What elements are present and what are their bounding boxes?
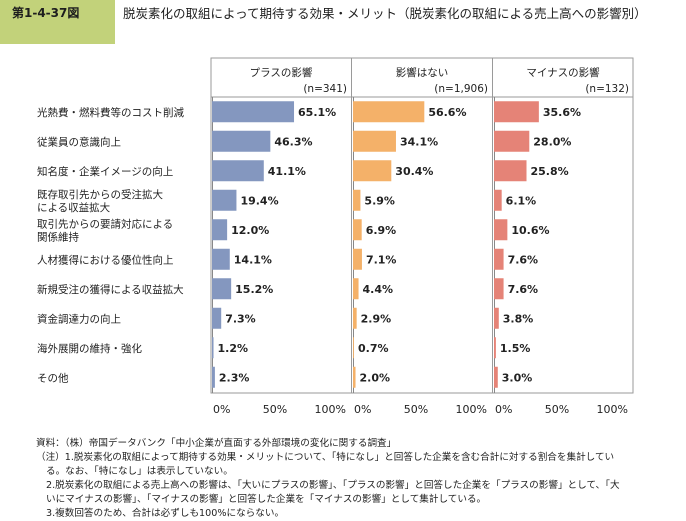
data-label-s2-c4: 10.6% <box>511 224 549 237</box>
bar-s2-c5 <box>494 248 504 270</box>
note-source: 資料：（株）帝国データバンク「中小企業が直面する外部環境の変化に関する調査」 <box>36 438 397 449</box>
bar-s1-c5 <box>353 248 362 270</box>
data-label-s2-c9: 3.0% <box>502 371 533 384</box>
data-label-s0-c0: 65.1% <box>298 106 336 119</box>
data-label-s2-c3: 6.1% <box>506 194 537 207</box>
data-label-s0-c8: 1.2% <box>218 342 249 355</box>
tick-label-s1-1: 50% <box>404 403 428 416</box>
bar-s2-c9 <box>494 366 498 388</box>
bar-s2-c1 <box>494 130 530 152</box>
category-label-4-line2: 関係維持 <box>37 230 79 243</box>
tick-label-s2-1: 50% <box>545 403 569 416</box>
series-header-1: 影響はない <box>396 66 449 79</box>
bar-s2-c0 <box>494 101 539 123</box>
data-label-s1-c0: 56.6% <box>428 106 466 119</box>
series-n-label-0: (n=341) <box>303 83 347 95</box>
tick-label-s1-0: 0% <box>354 403 371 416</box>
data-label-s2-c5: 7.6% <box>508 253 539 266</box>
bar-chart: プラスの影響 (n=341) 影響はない (n=1,906) マイナスの影響 (n=132… <box>37 57 634 416</box>
data-label-s0-c1: 46.3% <box>274 135 312 148</box>
bar-s1-c4 <box>353 219 362 241</box>
data-label-s0-c3: 19.4% <box>240 194 278 207</box>
category-label-5: 人材獲得における優位性向上 <box>37 253 174 266</box>
bar-s2-c2 <box>494 160 527 182</box>
bar-s1-c2 <box>353 160 392 182</box>
bar-s0-c1 <box>212 130 271 152</box>
series-header-2: マイナスの影響 <box>526 66 600 79</box>
category-label-7: 資金調達力の向上 <box>37 312 121 325</box>
chart-frame <box>210 57 634 394</box>
bar-s1-c9 <box>353 366 356 388</box>
data-label-s2-c8: 1.5% <box>500 342 531 355</box>
figure-header: 第1-4-37図 脱炭素化の取組によって期待する効果・メリット（脱炭素化の取組に… <box>0 0 686 44</box>
category-label-2: 知名度・企業イメージの向上 <box>37 165 173 178</box>
data-label-s1-c9: 2.0% <box>360 371 391 384</box>
bar-s0-c8 <box>212 337 214 359</box>
category-label-0: 光熱費・燃料費等のコスト削減 <box>37 106 184 119</box>
category-label-1: 従業員の意識向上 <box>37 135 121 148</box>
note-1-continued: る。なお、「特になし」は表示していない。 <box>46 466 233 477</box>
data-label-s0-c2: 41.1% <box>268 165 306 178</box>
tick-label-s1-2: 100% <box>456 403 487 416</box>
tick-label-s0-2: 100% <box>315 403 346 416</box>
note-2-continued: いにマイナスの影響」、「マイナスの影響」と回答した企業を「マイナスの影響」として… <box>46 494 487 505</box>
data-label-s0-c6: 15.2% <box>235 283 273 296</box>
figure-number: 第1-4-37図 <box>0 0 115 44</box>
bar-s1-c3 <box>353 189 361 211</box>
data-label-s1-c8: 0.7% <box>358 342 389 355</box>
bar-s2-c7 <box>494 307 499 329</box>
figure-title: 脱炭素化の取組によって期待する効果・メリット（脱炭素化の取組による売上高への影響… <box>123 6 647 21</box>
data-label-s1-c2: 30.4% <box>395 165 433 178</box>
bar-s2-c8 <box>494 337 496 359</box>
bar-s0-c0 <box>212 101 295 123</box>
bar-s0-c6 <box>212 278 232 300</box>
series-n-label-2: (n=132) <box>585 83 629 95</box>
tick-label-s2-0: 0% <box>495 403 512 416</box>
note-3: 3.複数回答のため、合計は必ずしも100%にならない。 <box>46 508 285 519</box>
bar-s1-c8 <box>353 337 354 359</box>
category-label-9: その他 <box>37 371 69 384</box>
bar-s1-c6 <box>353 278 359 300</box>
source-notes: 資料：（株）帝国データバンク「中小企業が直面する外部環境の変化に関する調査」 （… <box>36 437 676 521</box>
data-label-s1-c3: 5.9% <box>364 194 395 207</box>
tick-label-s0-0: 0% <box>213 403 230 416</box>
tick-label-s2-2: 100% <box>597 403 628 416</box>
bar-s0-c5 <box>212 248 230 270</box>
data-label-s1-c6: 4.4% <box>363 283 394 296</box>
data-label-s2-c6: 7.6% <box>508 283 539 296</box>
series-n-label-1: (n=1,906) <box>434 83 488 95</box>
bar-s2-c3 <box>494 189 502 211</box>
data-label-s1-c1: 34.1% <box>400 135 438 148</box>
data-label-s0-c4: 12.0% <box>231 224 269 237</box>
bar-s1-c1 <box>353 130 396 152</box>
data-label-s2-c2: 25.8% <box>531 165 569 178</box>
bar-s0-c4 <box>212 219 228 241</box>
data-label-s0-c7: 7.3% <box>225 312 256 325</box>
bar-s0-c7 <box>212 307 222 329</box>
category-label-4-line1: 取引先からの要請対応による <box>37 217 173 230</box>
bar-s2-c4 <box>494 219 508 241</box>
data-label-s1-c4: 6.9% <box>366 224 397 237</box>
bar-s0-c2 <box>212 160 264 182</box>
bar-s0-c3 <box>212 189 237 211</box>
data-label-s2-c7: 3.8% <box>503 312 534 325</box>
data-label-s2-c0: 35.6% <box>543 106 581 119</box>
data-label-s2-c1: 28.0% <box>533 135 571 148</box>
tick-label-s0-1: 50% <box>263 403 287 416</box>
data-label-s0-c9: 2.3% <box>219 371 250 384</box>
category-label-3-line1: 既存取引先からの受注拡大 <box>37 188 163 201</box>
note-1: （注）1.脱炭素化の取組によって期待する効果・メリットについて、「特になし」と回… <box>36 452 615 463</box>
category-label-6: 新規受注の獲得による収益拡大 <box>37 283 184 296</box>
category-label-3-line2: による収益拡大 <box>37 201 111 214</box>
data-label-s1-c5: 7.1% <box>366 253 397 266</box>
bar-s1-c7 <box>353 307 357 329</box>
category-label-8: 海外展開の維持・強化 <box>37 342 142 355</box>
bar-s1-c0 <box>353 101 425 123</box>
note-2: 2.脱炭素化の取組による売上高への影響は、「大いにプラスの影響」、「プラスの影響… <box>46 480 620 491</box>
series-header-0: プラスの影響 <box>250 66 313 79</box>
bar-s0-c9 <box>212 366 215 388</box>
data-label-s1-c7: 2.9% <box>361 312 392 325</box>
bar-s2-c6 <box>494 278 504 300</box>
data-label-s0-c5: 14.1% <box>234 253 272 266</box>
